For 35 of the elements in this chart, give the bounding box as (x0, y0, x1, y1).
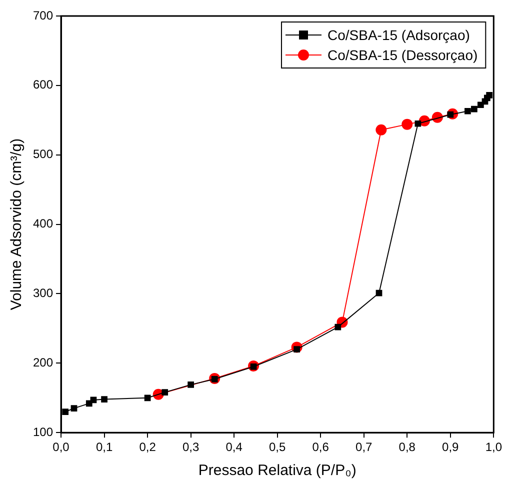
y-axis-title: Volume Adsorvido (cm³/g) (8, 138, 26, 310)
y-tick-label: 400 (32, 216, 54, 231)
x-tick-label: 0,3 (182, 440, 200, 454)
x-tick-label: 0,0 (52, 440, 70, 454)
x-tick-label: 0,6 (312, 440, 330, 454)
x-tick-label: 0,8 (398, 440, 416, 454)
point (188, 382, 194, 388)
legend-label: Co/SBA-15 (Dessorçao) (327, 46, 478, 63)
point (402, 118, 413, 130)
y-tick-label: 100 (32, 424, 54, 439)
y-tick-label: 600 (32, 78, 54, 92)
x-tick-label: 0,9 (442, 440, 460, 454)
y-tick-label: 300 (32, 286, 54, 300)
point (101, 396, 108, 402)
y-tick-label: 700 (32, 8, 54, 22)
point (334, 324, 342, 330)
point (162, 389, 168, 396)
point (144, 394, 151, 402)
point (464, 108, 471, 114)
y-tick-label: 200 (32, 355, 54, 370)
x-tick-label: 0,4 (226, 440, 243, 454)
point (414, 120, 422, 127)
y-tick-label: 500 (32, 147, 54, 162)
x-axis-title: Pressao Relativa (P/P₀) (198, 462, 356, 480)
point (376, 124, 387, 136)
x-tick-label: 0,5 (268, 440, 286, 454)
legend-label: Co/SBA-15 (Adsorçao) (327, 26, 470, 43)
x-tick-label: 1,0 (485, 440, 502, 454)
point (70, 405, 78, 412)
point (471, 106, 478, 112)
point (486, 92, 493, 98)
point (62, 408, 69, 415)
x-tick-label: 0,1 (96, 440, 113, 454)
x-tick-label: 0,2 (139, 440, 156, 454)
x-tick-label: 0,7 (356, 440, 373, 454)
